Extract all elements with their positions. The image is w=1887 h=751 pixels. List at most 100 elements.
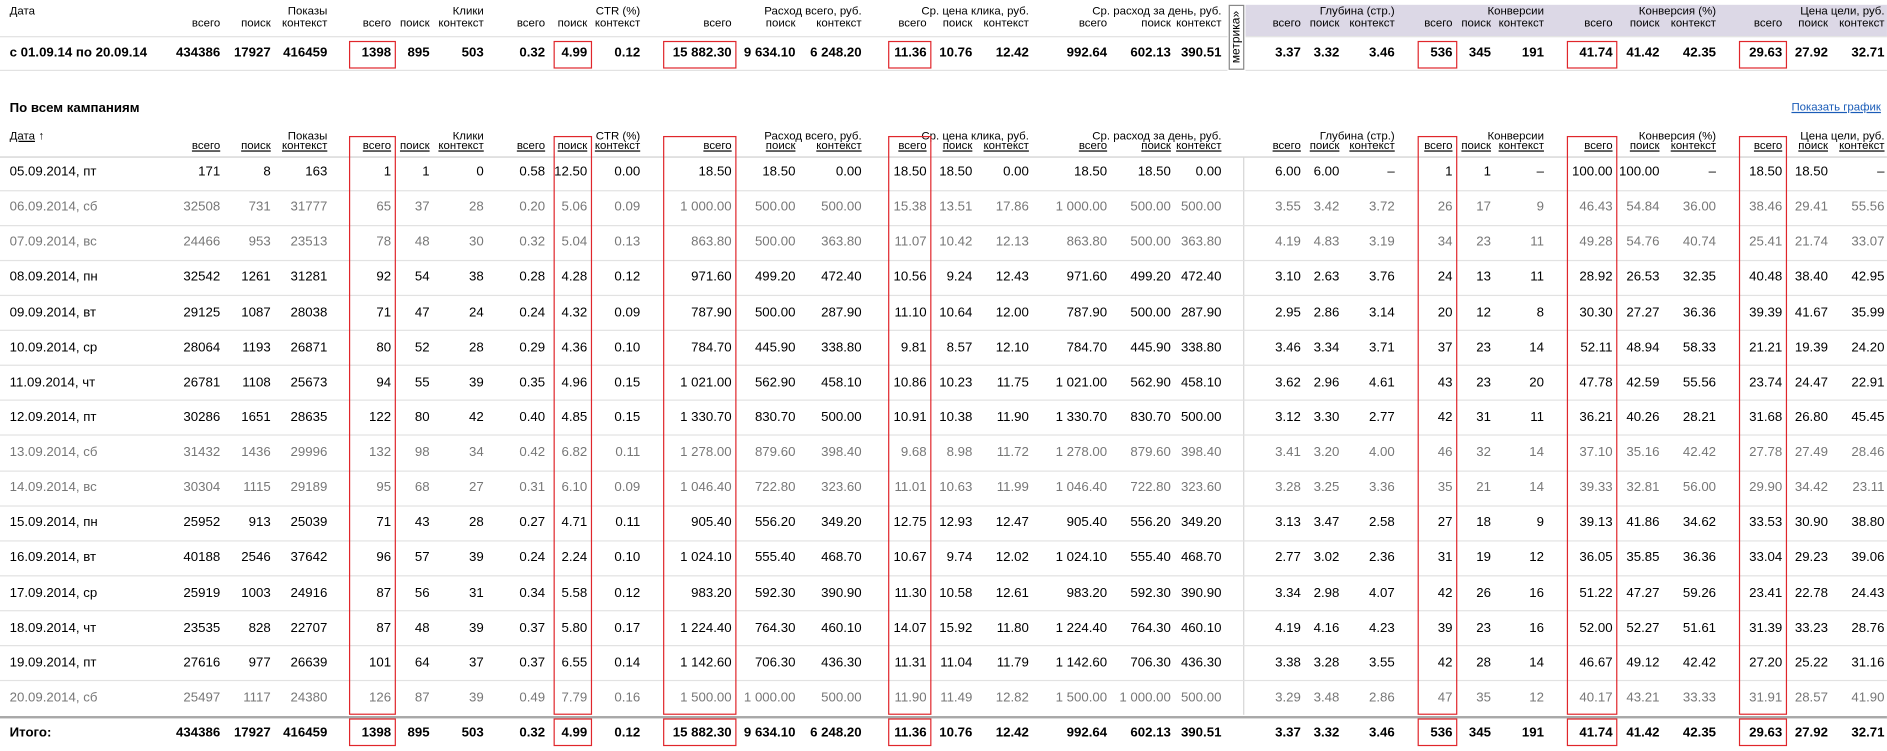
show-chart-link[interactable]: Показать график	[1791, 101, 1881, 115]
highlight-box	[348, 135, 396, 715]
column-header[interactable]: контекст	[1670, 139, 1717, 153]
day-row-cell: 33.23	[1794, 620, 1828, 636]
column-header[interactable]: поиск	[765, 139, 796, 153]
day-row-cell: 27.27	[1626, 305, 1660, 320]
column-header[interactable]: всего	[703, 139, 732, 153]
day-row-cell: 11.49	[940, 690, 973, 706]
day-row-cell: 25952	[183, 515, 221, 530]
column-header[interactable]: контекст	[438, 139, 484, 153]
day-row-cell: 764.30	[1130, 620, 1171, 636]
day-row-cell: 25497	[183, 690, 221, 706]
column-header[interactable]: всего	[362, 139, 392, 153]
day-row-cell: 25.41	[1749, 234, 1783, 250]
day-row-cell: 499.20	[1130, 270, 1171, 285]
day-row-cell: 3.29	[1275, 690, 1301, 706]
day-row-cell: 983.20	[691, 585, 732, 600]
total-row-cell: 41.42	[1626, 725, 1660, 741]
column-header[interactable]: поиск	[1309, 139, 1340, 153]
column-header[interactable]: контекст	[816, 139, 862, 153]
day-row-cell: 24380	[290, 690, 328, 706]
highlight-box	[1738, 40, 1788, 69]
summary-cell: 29.63	[1749, 45, 1783, 61]
metrika-text[interactable]: метрика	[1229, 17, 1244, 64]
column-header[interactable]: поиск	[1798, 139, 1828, 153]
column-header[interactable]: всего	[1272, 139, 1301, 153]
day-row-cell: 3.42	[1313, 199, 1340, 215]
column-header[interactable]: поиск	[942, 139, 973, 153]
day-row-cell: 55.56	[1851, 199, 1885, 215]
day-row-cell: 323.60	[821, 480, 862, 495]
day-row-cell: 8	[1536, 305, 1544, 320]
day-row-cell: 29189	[290, 480, 328, 495]
column-header[interactable]: контекст	[594, 139, 641, 153]
column-header[interactable]: всего	[1078, 139, 1108, 153]
column-header[interactable]: поиск	[557, 139, 588, 153]
row-divider	[0, 540, 1887, 542]
day-row-cell: 6.00	[1313, 164, 1340, 180]
day-row-cell: 592.30	[754, 585, 796, 600]
row-divider	[0, 434, 1887, 437]
column-header[interactable]: всего	[1424, 139, 1453, 153]
day-row-cell: 0.37	[519, 655, 546, 671]
column-header[interactable]: всего	[191, 139, 221, 153]
day-row-cell: 31432	[183, 445, 221, 460]
day-row-cell: 12.75	[893, 515, 927, 530]
day-row-cell: 1 024.10	[1055, 550, 1108, 565]
column-header[interactable]: поиск	[241, 139, 271, 153]
highlight-box	[1417, 718, 1458, 747]
day-row-cell: 6.55	[561, 655, 588, 671]
column-header[interactable]: контекст	[1349, 139, 1395, 153]
column-group-title: Показы	[287, 129, 328, 144]
column-header[interactable]: контекст	[1176, 139, 1222, 153]
day-row-cell: 14	[1529, 340, 1544, 355]
day-row-cell: 14	[1529, 480, 1544, 495]
day-row-cell: 33.33	[1682, 690, 1717, 706]
column-header: всего	[898, 16, 927, 31]
summary-cell: 17927	[233, 45, 271, 61]
day-row-cell: 11	[1530, 234, 1544, 250]
day-row-cell: 28.46	[1851, 445, 1885, 460]
day-row-cell: 95	[376, 480, 392, 495]
day-row-cell: 3.76	[1368, 270, 1395, 285]
day-row-cell: 2.77	[1275, 550, 1301, 565]
day-row-cell: 706.30	[1130, 655, 1171, 671]
column-header[interactable]: поиск	[399, 139, 430, 153]
day-row-cell: 14	[1529, 445, 1544, 460]
day-row-cell: 31777	[290, 199, 328, 215]
day-row-cell: 706.30	[754, 655, 796, 671]
column-header[interactable]: контекст	[1498, 139, 1544, 153]
day-row-cell: 34	[1437, 234, 1453, 250]
day-row-cell: 9	[1536, 515, 1544, 530]
metrika-label[interactable]: метрика»	[1230, 11, 1243, 63]
column-header[interactable]: контекст	[1839, 139, 1885, 153]
day-row-cell: 555.40	[754, 550, 796, 565]
day-row-cell: 4.71	[561, 515, 588, 530]
day-row-cell: 9.81	[900, 340, 927, 355]
total-row-cell: 12.42	[995, 725, 1029, 741]
row-divider	[0, 610, 1887, 612]
column-header[interactable]: контекст	[281, 139, 328, 153]
day-row-cell: 37.10	[1579, 445, 1613, 460]
day-row-cell: 555.40	[1130, 550, 1171, 565]
day-row-cell: 500.00	[1130, 199, 1171, 215]
day-row-label: 15.09.2014, пн	[9, 515, 98, 530]
day-row-cell: 3.38	[1275, 655, 1301, 671]
day-row-cell: 764.30	[754, 620, 796, 636]
column-header[interactable]: всего	[1584, 139, 1613, 153]
column-header[interactable]: поиск	[1461, 139, 1492, 153]
highlight-box	[1738, 718, 1788, 747]
day-row-cell: 0.31	[519, 480, 546, 495]
metrika-arrow[interactable]: »	[1229, 11, 1244, 18]
metrika-toggle[interactable]: метрика»	[1228, 4, 1245, 70]
column-header: всего	[191, 16, 221, 31]
date-header[interactable]: Дата	[9, 129, 35, 144]
column-header[interactable]: поиск	[1629, 139, 1660, 153]
day-row-cell: 9	[1536, 199, 1544, 215]
day-row-cell: 21.74	[1794, 234, 1828, 250]
column-header[interactable]: контекст	[983, 139, 1029, 153]
column-header: контекст	[594, 16, 641, 31]
column-header[interactable]: всего	[898, 139, 927, 153]
column-header[interactable]: поиск	[1141, 139, 1171, 153]
column-header[interactable]: всего	[516, 139, 546, 153]
column-header[interactable]: всего	[1753, 139, 1783, 153]
